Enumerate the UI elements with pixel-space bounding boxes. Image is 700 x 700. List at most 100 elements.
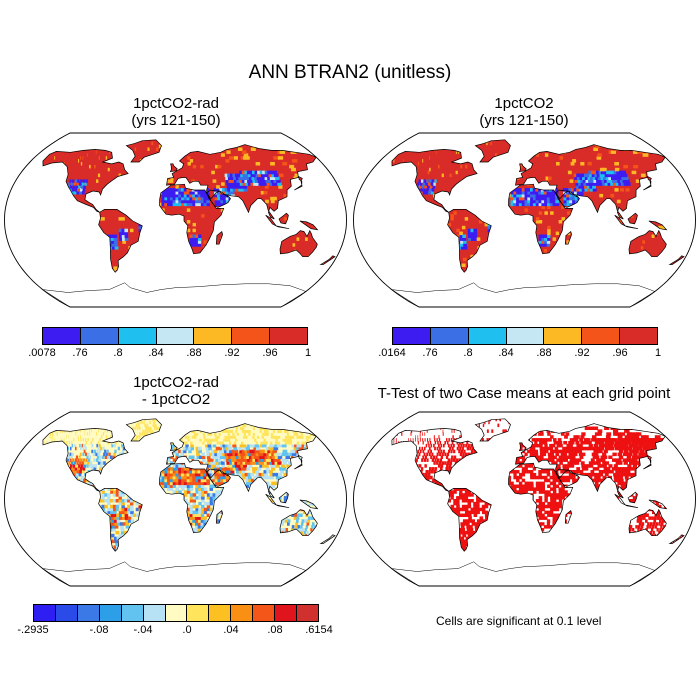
panel-title-ttest: T-Test of two Case means at each grid po… xyxy=(377,385,671,402)
coastline-uk xyxy=(518,163,527,173)
colorbar-swatch xyxy=(156,328,195,344)
colorbar-swatch xyxy=(99,605,122,621)
colorbar-swatch xyxy=(544,328,583,344)
colorbar-swatch xyxy=(80,328,119,344)
figure-title: ANN BTRAN2 (unitless) xyxy=(248,62,452,83)
coastline-africa xyxy=(508,183,574,255)
colorbar-tick-label: .88 xyxy=(186,347,202,359)
colorbar-swatch xyxy=(275,605,298,621)
colorbar-tick-label: .92 xyxy=(224,347,240,359)
colorbar-tick-label: .04 xyxy=(223,624,239,636)
colorbar-swatch xyxy=(194,328,233,344)
colorbar-tick-label: .76 xyxy=(72,347,88,359)
coastline-newGuinea xyxy=(299,499,319,510)
colorbar-tick-label: .0078 xyxy=(28,347,56,359)
coastline-indonesia xyxy=(614,214,639,230)
colorbar-tick-label: .96 xyxy=(612,347,628,359)
coastline-newGuinea xyxy=(648,220,668,231)
coastline-arabia xyxy=(206,189,231,208)
colorbar-swatch xyxy=(297,605,318,621)
coastline-indonesia xyxy=(614,493,639,509)
coastline-nz xyxy=(319,255,336,265)
colorbar-tick-label: .8 xyxy=(463,347,473,359)
colorbar-swatch xyxy=(209,605,232,621)
coastline-madagascar xyxy=(564,230,572,245)
map-rad xyxy=(4,132,347,308)
panel-title-ctrl: 1pctCO2 (yrs 121-150) xyxy=(479,95,569,129)
coastline-arabia xyxy=(206,468,231,487)
colorbar-swatch xyxy=(55,605,78,621)
coastline-eurasia xyxy=(166,423,317,499)
colorbar-swatch xyxy=(231,605,254,621)
coastline-southAmerica xyxy=(98,488,143,552)
colorbar-swatch xyxy=(143,605,166,621)
coastline-japan xyxy=(294,175,303,191)
significance-note: Cells are significant at 0.1 level xyxy=(436,614,602,628)
colorbar-tick-label: .84 xyxy=(498,347,514,359)
coastline-madagascar xyxy=(215,509,223,524)
coastline-australia xyxy=(279,508,318,537)
colorbar-swatch xyxy=(430,328,469,344)
map-border xyxy=(353,411,696,587)
coastline-eurasia xyxy=(515,423,666,499)
coastline-greenland xyxy=(125,139,162,163)
coastline-uk xyxy=(169,442,178,452)
colorbar-swatch xyxy=(582,328,621,344)
colorbar-swatch xyxy=(43,328,81,344)
colorbar-tick-label: -.08 xyxy=(89,624,109,636)
coastline-africa xyxy=(159,183,225,255)
colorbar-diff xyxy=(33,604,319,622)
coastline-nz xyxy=(668,534,685,544)
coastline-eurasia xyxy=(515,144,666,220)
coastline-japan xyxy=(643,175,652,191)
coastline-japan xyxy=(294,454,303,470)
colorbar-swatch xyxy=(468,328,507,344)
coastline-greenland xyxy=(125,418,162,442)
colorbar-tick-label: .84 xyxy=(148,347,164,359)
colorbar-ctrl xyxy=(392,327,658,345)
coastline-nz xyxy=(668,255,685,265)
colorbar-swatch xyxy=(620,328,658,344)
coastline-madagascar xyxy=(215,230,223,245)
coastline-newGuinea xyxy=(299,220,319,231)
colorbar-tick-label: .88 xyxy=(536,347,552,359)
colorbar-tick-label: .8 xyxy=(113,347,123,359)
panel-title-diff: 1pctCO2-rad - 1pctCO2 xyxy=(133,374,219,408)
colorbar-swatch xyxy=(253,605,276,621)
colorbar-swatch xyxy=(187,605,210,621)
coastline-northAmerica xyxy=(391,428,478,492)
coastline-northAmerica xyxy=(42,149,129,213)
coastline-northAmerica xyxy=(391,149,478,213)
coastline-eurasia xyxy=(166,144,317,220)
colorbar-tick-label: .08 xyxy=(267,624,283,636)
colorbar-tick-label: .92 xyxy=(574,347,590,359)
colorbar-tick-label: -.2935 xyxy=(17,624,49,636)
map-border xyxy=(353,132,696,308)
map-border xyxy=(4,132,347,308)
coastline-madagascar xyxy=(564,509,572,524)
coastline-southAmerica xyxy=(447,488,492,552)
coastline-africa xyxy=(159,462,225,534)
colorbar-swatch xyxy=(506,328,545,344)
colorbar-tick-label: .6154 xyxy=(305,624,333,636)
colorbar-tick-label: .76 xyxy=(422,347,438,359)
colorbar-swatch xyxy=(34,605,56,621)
colorbar-tick-label: 1 xyxy=(304,347,312,359)
coastline-borneo xyxy=(627,212,638,225)
coastline-arabia xyxy=(555,189,580,208)
colorbar-tick-label: .96 xyxy=(262,347,278,359)
colorbar-swatch xyxy=(270,328,308,344)
coastline-indonesia xyxy=(265,214,290,230)
map-diff xyxy=(4,411,347,587)
colorbar-rad xyxy=(42,327,308,345)
map-ctrl xyxy=(353,132,696,308)
colorbar-swatch xyxy=(165,605,188,621)
coastline-borneo xyxy=(278,212,289,225)
colorbar-swatch xyxy=(121,605,144,621)
colorbar-swatch xyxy=(118,328,157,344)
coastline-africa xyxy=(508,462,574,534)
map-border xyxy=(4,411,347,587)
coastline-japan xyxy=(643,454,652,470)
coastline-australia xyxy=(279,229,318,258)
colorbar-tick-label: 1 xyxy=(654,347,662,359)
